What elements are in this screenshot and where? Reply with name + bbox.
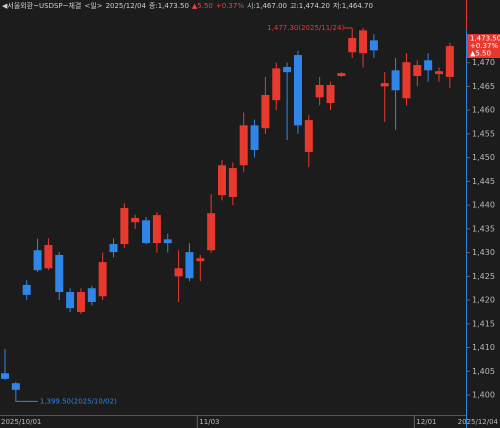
y-tick-label: 1,440: [472, 201, 495, 210]
x-tick-label: 12/01: [416, 418, 436, 426]
candle-body: [326, 84, 335, 104]
header-part: 시:1,467.00: [247, 2, 287, 10]
candle-body: [272, 68, 281, 101]
candle-body: [174, 268, 183, 277]
x-tick-label: 2025/12/04: [458, 418, 499, 426]
candle-body: [250, 125, 259, 151]
y-tick-label: 1,405: [472, 367, 495, 376]
last-price-label: 1,473.50: [470, 35, 500, 43]
min-annotation: 1,399.50(2025/10/02): [40, 397, 117, 405]
header-part: <일>: [84, 1, 102, 10]
y-tick-label: 1,425: [472, 272, 495, 281]
candle-body: [435, 71, 443, 75]
header-part: 2025/12/04: [106, 2, 147, 10]
candle-body: [402, 62, 411, 99]
y-tick-label: 1,430: [472, 248, 495, 257]
candle-body: [76, 292, 85, 312]
y-tick-label: 1,460: [472, 106, 495, 115]
candle-body: [359, 30, 368, 54]
y-tick-label: 1,455: [472, 129, 495, 138]
candle-body: [380, 83, 389, 87]
candle-body: [185, 252, 194, 279]
header-part: 저:1,464.70: [333, 1, 373, 10]
candle-body: [228, 168, 237, 198]
y-tick-label: 1,400: [472, 391, 495, 400]
y-tick-label: 1,450: [472, 153, 495, 162]
header-part: ▲5.50: [192, 2, 213, 10]
candle-body: [445, 46, 454, 77]
x-tick-label: 11/03: [199, 418, 219, 426]
header-part: ◀서울외환~USDSP~체결: [2, 1, 81, 10]
y-tick-label: 1,445: [472, 177, 495, 186]
candle-body: [33, 250, 42, 271]
min-leader: [15, 397, 38, 402]
candle-body: [152, 215, 161, 244]
candle-body: [337, 73, 346, 76]
candle-body: [109, 244, 118, 253]
y-tick-label: 1,410: [472, 343, 495, 352]
candle-body: [98, 262, 107, 297]
candle-body: [120, 207, 129, 245]
candle-body: [11, 383, 20, 390]
candle-body: [424, 60, 433, 71]
header-part: 종:1,473.50: [149, 2, 189, 10]
candle-body: [1, 373, 9, 379]
candle-body: [66, 292, 75, 309]
candle-body: [304, 120, 313, 152]
candle-body: [293, 55, 302, 126]
candle-body: [239, 125, 248, 166]
candle-body: [391, 70, 400, 91]
y-tick-label: 1,470: [472, 58, 495, 67]
candle-body: [218, 165, 226, 196]
header-part: +0.37%: [216, 2, 244, 10]
candle-body: [44, 245, 53, 269]
candle-body: [261, 94, 270, 129]
y-tick-label: 1,415: [472, 319, 495, 328]
y-tick-label: 1,420: [472, 296, 495, 305]
candle-body: [22, 284, 31, 295]
candle-body: [369, 40, 378, 51]
candle-body: [87, 288, 96, 302]
candle-body: [163, 239, 172, 244]
candle-body: [196, 258, 205, 262]
candle-body: [131, 217, 140, 223]
candle-body: [348, 37, 357, 53]
candle-body: [142, 220, 151, 244]
candle-body: [207, 213, 216, 251]
last-price-label: +0.37%: [470, 42, 498, 50]
header: ◀서울외환~USDSP~체결 <일> 2025/12/04 종:1,473.50 ▲5.…: [2, 1, 373, 10]
y-tick-label: 1,465: [472, 82, 495, 91]
candle-body: [283, 66, 292, 73]
y-tick-label: 1,435: [472, 224, 495, 233]
last-price-box: [467, 34, 500, 59]
x-tick-label: 2025/10/01: [1, 418, 41, 426]
candle-body: [413, 65, 422, 76]
candle-body: [55, 254, 64, 293]
last-price-label: ▲5.50: [470, 50, 491, 58]
header-part: 고:1,474.20: [290, 2, 330, 10]
max-annotation: 1,477.30(2025/11/24): [267, 24, 344, 32]
candle-body: [315, 84, 324, 98]
